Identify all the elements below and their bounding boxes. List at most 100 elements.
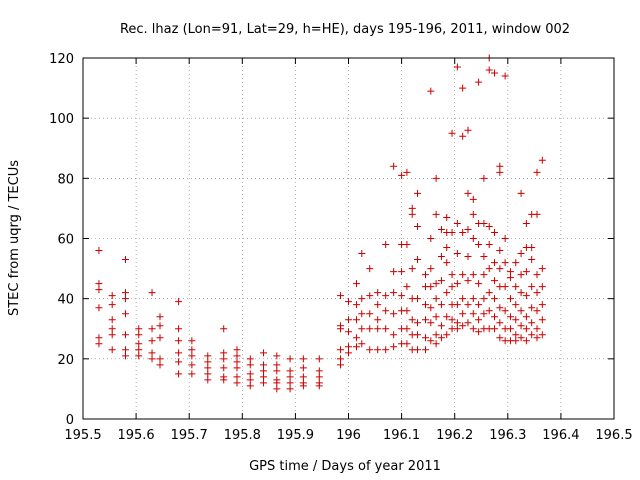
data-point bbox=[337, 355, 345, 363]
data-point bbox=[496, 334, 504, 342]
data-point bbox=[427, 235, 435, 242]
data-point bbox=[135, 352, 143, 360]
data-point bbox=[443, 331, 451, 339]
data-point bbox=[246, 382, 254, 390]
data-point bbox=[469, 295, 477, 303]
data-point bbox=[260, 367, 268, 375]
data-point bbox=[432, 174, 440, 182]
data-point bbox=[453, 63, 461, 71]
data-point bbox=[337, 346, 345, 354]
data-point bbox=[480, 253, 488, 261]
data-point bbox=[299, 373, 307, 381]
data-point bbox=[352, 301, 360, 309]
data-point bbox=[246, 361, 254, 369]
data-point bbox=[459, 84, 467, 92]
data-point bbox=[273, 379, 281, 387]
data-point bbox=[491, 277, 499, 285]
data-point bbox=[538, 156, 546, 164]
data-point bbox=[315, 382, 323, 390]
data-point bbox=[135, 346, 143, 354]
data-point bbox=[459, 271, 467, 279]
data-point bbox=[448, 228, 456, 236]
data-point bbox=[453, 319, 461, 327]
data-point bbox=[464, 126, 472, 134]
data-point bbox=[108, 331, 116, 339]
data-point bbox=[260, 361, 268, 369]
data-point bbox=[533, 307, 541, 315]
data-point bbox=[522, 292, 530, 300]
data-point bbox=[475, 301, 483, 309]
y-tick-label: 120 bbox=[49, 52, 74, 67]
data-point bbox=[501, 235, 509, 242]
data-point bbox=[233, 373, 241, 381]
data-point bbox=[453, 280, 461, 288]
data-point bbox=[414, 319, 422, 327]
data-point bbox=[485, 265, 493, 273]
data-point bbox=[337, 325, 345, 333]
data-point bbox=[398, 292, 406, 300]
data-point bbox=[148, 289, 156, 297]
data-point bbox=[95, 340, 103, 348]
data-point bbox=[390, 331, 398, 339]
data-point bbox=[358, 325, 366, 333]
data-point bbox=[121, 352, 129, 360]
data-point bbox=[398, 171, 406, 179]
data-point bbox=[427, 319, 435, 327]
data-point bbox=[533, 325, 541, 333]
data-point bbox=[403, 241, 411, 249]
data-point bbox=[517, 271, 525, 279]
y-tick-label: 0 bbox=[66, 413, 74, 428]
data-point bbox=[414, 331, 422, 339]
data-point bbox=[390, 343, 398, 351]
data-point bbox=[512, 316, 520, 324]
data-point bbox=[421, 346, 429, 354]
data-point bbox=[491, 69, 499, 77]
data-point bbox=[95, 280, 103, 288]
data-point bbox=[448, 283, 456, 291]
chart-title: Rec. lhaz (Lon=91, Lat=29, h=HE), days 1… bbox=[120, 22, 570, 37]
data-point bbox=[464, 225, 472, 233]
data-point bbox=[464, 277, 472, 285]
data-point bbox=[485, 241, 493, 249]
data-point bbox=[522, 337, 530, 345]
x-tick-label: 196.3 bbox=[489, 428, 526, 443]
data-point bbox=[403, 325, 411, 333]
data-point bbox=[366, 325, 374, 333]
data-point bbox=[427, 337, 435, 345]
data-point bbox=[175, 349, 183, 357]
data-point bbox=[188, 370, 196, 378]
data-point bbox=[501, 307, 509, 315]
data-point bbox=[469, 310, 477, 318]
data-point bbox=[358, 310, 366, 318]
data-point bbox=[345, 316, 352, 324]
data-point bbox=[121, 346, 129, 354]
data-point bbox=[464, 301, 472, 309]
data-point bbox=[175, 358, 183, 366]
data-point bbox=[496, 319, 504, 327]
data-point bbox=[108, 325, 116, 333]
data-point bbox=[273, 367, 281, 375]
data-point bbox=[390, 289, 398, 297]
data-point bbox=[427, 87, 435, 95]
data-point bbox=[517, 307, 525, 315]
data-point bbox=[246, 370, 254, 378]
data-point bbox=[408, 210, 416, 218]
data-point bbox=[345, 328, 352, 336]
data-point bbox=[260, 379, 268, 387]
data-point bbox=[491, 325, 499, 333]
data-point bbox=[315, 373, 323, 381]
data-point bbox=[175, 337, 183, 345]
data-point bbox=[475, 328, 483, 336]
data-point bbox=[517, 289, 525, 297]
data-point bbox=[528, 319, 536, 327]
data-point bbox=[315, 367, 323, 375]
data-point bbox=[358, 250, 366, 258]
data-point bbox=[414, 256, 422, 264]
data-point bbox=[533, 271, 541, 279]
data-point bbox=[491, 313, 499, 321]
data-point bbox=[156, 322, 164, 330]
data-point bbox=[506, 274, 514, 282]
data-point bbox=[432, 280, 440, 288]
y-tick-label: 80 bbox=[57, 172, 74, 187]
data-point bbox=[432, 340, 440, 348]
